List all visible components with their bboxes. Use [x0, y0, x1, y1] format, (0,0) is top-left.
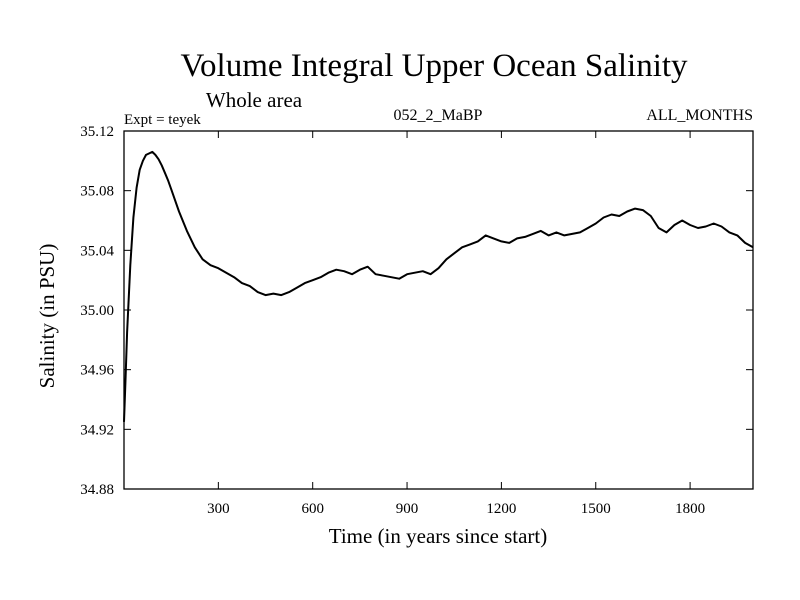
chart-title: Volume Integral Upper Ocean Salinity [180, 48, 688, 84]
y-tick-label: 34.92 [80, 422, 114, 438]
x-tick-label: 300 [207, 501, 230, 517]
y-tick-label: 35.08 [80, 184, 114, 200]
plot-frame [123, 130, 754, 490]
months-label: ALL_MONTHS [646, 107, 753, 124]
chart-subtitle: Whole area [206, 88, 303, 112]
y-tick-label: 35.00 [80, 303, 114, 319]
y-tick-label: 35.04 [80, 243, 114, 259]
x-tick-label: 1500 [581, 501, 611, 517]
x-tick-label: 900 [396, 501, 419, 517]
x-tick-label: 600 [301, 501, 324, 517]
x-tick-label: 1200 [486, 501, 516, 517]
x-axis-label: Time (in years since start) [329, 524, 548, 548]
y-tick-label: 34.96 [80, 363, 114, 379]
y-axis-label: Salinity (in PSU) [35, 244, 59, 389]
run-id-label: 052_2_MaBP [394, 107, 483, 124]
salinity-series-line [123, 150, 754, 422]
y-axis-ticks: 34.88 34.92 34.96 35.00 35.04 35.08 35.12 [80, 124, 753, 498]
y-tick-label: 34.88 [80, 482, 114, 498]
x-tick-label: 1800 [675, 501, 705, 517]
x-axis-ticks: 300 600 900 1200 1500 1800 [207, 131, 705, 517]
y-tick-label: 35.12 [80, 124, 114, 140]
experiment-label: Expt = teyek [124, 112, 201, 128]
